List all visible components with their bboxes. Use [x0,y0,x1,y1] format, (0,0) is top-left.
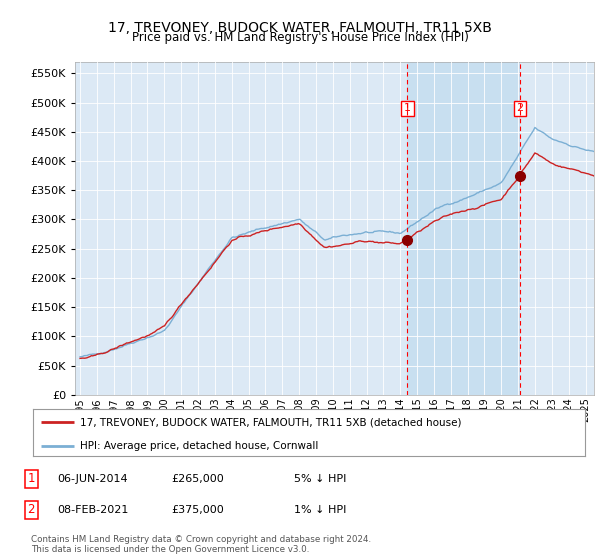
Text: Contains HM Land Registry data © Crown copyright and database right 2024.
This d: Contains HM Land Registry data © Crown c… [31,535,371,554]
Text: £375,000: £375,000 [171,505,224,515]
Text: 17, TREVONEY, BUDOCK WATER, FALMOUTH, TR11 5XB: 17, TREVONEY, BUDOCK WATER, FALMOUTH, TR… [108,21,492,35]
Text: 1% ↓ HPI: 1% ↓ HPI [294,505,346,515]
Text: 06-JUN-2014: 06-JUN-2014 [57,474,128,484]
Bar [407,62,520,395]
Text: 2: 2 [28,503,35,516]
Text: 2: 2 [516,104,523,113]
Text: 1: 1 [28,472,35,486]
Text: Price paid vs. HM Land Registry's House Price Index (HPI): Price paid vs. HM Land Registry's House … [131,31,469,44]
Text: 5% ↓ HPI: 5% ↓ HPI [294,474,346,484]
Text: 17, TREVONEY, BUDOCK WATER, FALMOUTH, TR11 5XB (detached house): 17, TREVONEY, BUDOCK WATER, FALMOUTH, TR… [80,417,461,427]
Text: £265,000: £265,000 [171,474,224,484]
Text: HPI: Average price, detached house, Cornwall: HPI: Average price, detached house, Corn… [80,441,318,451]
Text: 1: 1 [404,104,411,113]
Text: 08-FEB-2021: 08-FEB-2021 [57,505,128,515]
